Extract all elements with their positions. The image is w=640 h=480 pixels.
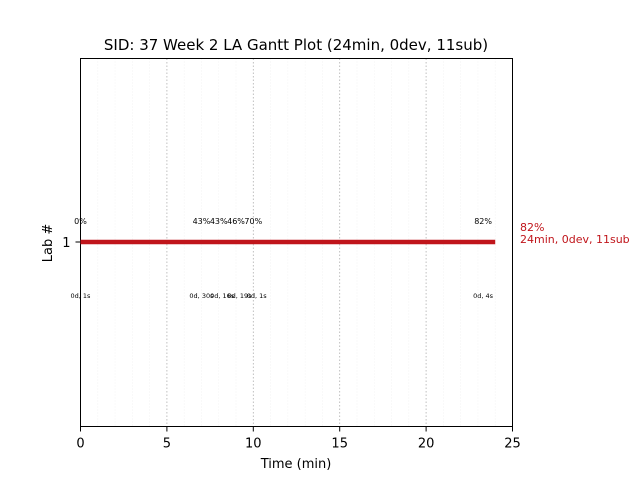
x-tick-label: 20 <box>418 437 435 452</box>
x-axis-ticks: 0 5 10 15 20 25 <box>76 426 521 452</box>
x-tick-label: 10 <box>245 437 262 452</box>
time-annotation: 0d, 4s <box>473 292 494 300</box>
score-annotation: 43% <box>193 217 211 226</box>
end-label-line: 24min, 0dev, 11sub <box>520 233 630 246</box>
chart-title: SID: 37 Week 2 LA Gantt Plot (24min, 0de… <box>104 36 488 54</box>
y-axis-ticks: 1 <box>62 236 81 251</box>
x-tick-label: 0 <box>76 437 84 452</box>
score-annotation: 70% <box>244 217 262 226</box>
score-annotation: 82% <box>474 217 492 226</box>
y-axis-label: Lab # <box>41 224 56 263</box>
end-label-line: 82% <box>520 221 544 234</box>
time-annotation: 0d, 19s <box>227 292 252 300</box>
y-tick-label: 1 <box>62 236 70 251</box>
time-annotation: 0d, 1s <box>71 292 92 300</box>
time-annotation: 0d, 30s <box>189 292 214 300</box>
x-tick-label: 25 <box>504 437 521 452</box>
x-axis-label: Time (min) <box>260 457 332 472</box>
x-tick-label: 5 <box>163 437 171 452</box>
end-label-group: 82%24min, 0dev, 11sub <box>520 221 630 246</box>
score-annotation: 0% <box>74 217 87 226</box>
score-annotation: 46% <box>227 217 245 226</box>
score-annotation: 43% <box>210 217 228 226</box>
x-tick-label: 15 <box>331 437 348 452</box>
time-annotation: 0d, 16s <box>210 292 235 300</box>
time-annotation: 0d, 1s <box>247 292 268 300</box>
